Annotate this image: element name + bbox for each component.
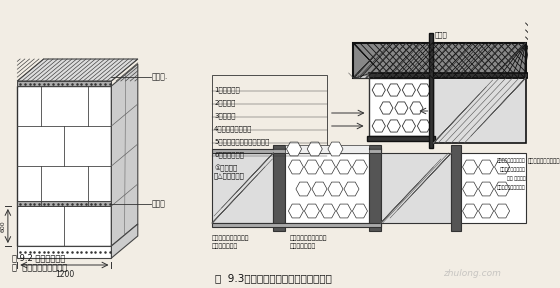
Text: 600: 600 <box>1 220 6 232</box>
Polygon shape <box>402 84 416 96</box>
Text: 第二层初层通用网络系: 第二层初层通用网络系 <box>290 235 327 240</box>
Text: 3、麦茶层: 3、麦茶层 <box>214 113 236 119</box>
Polygon shape <box>463 182 478 196</box>
Polygon shape <box>344 182 359 196</box>
Polygon shape <box>463 160 478 174</box>
Polygon shape <box>494 182 510 196</box>
Polygon shape <box>328 182 343 196</box>
Text: ①低入墙板: ①低入墙板 <box>214 164 237 172</box>
Polygon shape <box>353 73 370 78</box>
Text: 层次板: 层次板 <box>152 199 166 208</box>
Bar <box>212 75 327 161</box>
Polygon shape <box>372 120 385 132</box>
Bar <box>17 86 111 246</box>
Polygon shape <box>328 142 343 156</box>
Polygon shape <box>337 160 352 174</box>
Polygon shape <box>417 120 431 132</box>
Polygon shape <box>402 120 416 132</box>
Bar <box>284 153 370 223</box>
Bar <box>17 81 111 86</box>
Polygon shape <box>305 204 319 218</box>
Bar <box>451 145 461 231</box>
Polygon shape <box>479 204 493 218</box>
Bar <box>370 78 433 136</box>
Text: 初层通用网络系窗部层: 初层通用网络系窗部层 <box>528 158 560 164</box>
Polygon shape <box>296 182 311 196</box>
Text: 第一层初层通用网络系: 第一层初层通用网络系 <box>212 235 250 240</box>
Polygon shape <box>320 160 335 174</box>
Polygon shape <box>17 59 138 81</box>
Bar <box>370 145 381 231</box>
Text: 4、麦合细水麦沙发: 4、麦合细水麦沙发 <box>214 126 253 132</box>
Polygon shape <box>410 102 423 114</box>
Text: 5、波入两层初层通用网络系: 5、波入两层初层通用网络系 <box>214 139 269 145</box>
Text: 注  墙角处板应交错互锁: 注 墙角处板应交错互锁 <box>12 264 67 272</box>
Text: 【初层网络系】: 【初层网络系】 <box>212 243 239 249</box>
Bar <box>17 246 111 258</box>
Bar <box>428 33 433 148</box>
Text: 图 9.2 叠茶板剖板图: 图 9.2 叠茶板剖板图 <box>12 253 65 262</box>
Polygon shape <box>352 160 367 174</box>
Polygon shape <box>287 142 302 156</box>
Polygon shape <box>111 224 138 258</box>
Text: 【△下用桥桥】: 【△下用桥桥】 <box>214 173 245 179</box>
Text: zhulong.com: zhulong.com <box>443 269 501 278</box>
Text: 1200: 1200 <box>55 270 74 279</box>
Polygon shape <box>312 182 327 196</box>
Text: 层顶体.: 层顶体. <box>152 73 168 82</box>
Text: 1、层顶饰水: 1、层顶饰水 <box>214 87 240 93</box>
Bar <box>381 153 451 223</box>
Polygon shape <box>463 204 478 218</box>
Text: 初层通用网络系窗部层: 初层通用网络系窗部层 <box>497 158 526 163</box>
Polygon shape <box>111 64 138 246</box>
Bar <box>17 201 111 206</box>
Polygon shape <box>494 204 510 218</box>
Bar <box>284 145 370 153</box>
Bar <box>433 78 526 143</box>
Text: 麦板 成墙层板: 麦板 成墙层板 <box>507 176 526 181</box>
Bar <box>461 153 526 223</box>
Polygon shape <box>372 84 385 96</box>
Polygon shape <box>417 84 431 96</box>
Polygon shape <box>288 204 304 218</box>
Polygon shape <box>494 160 510 174</box>
Bar <box>370 73 528 78</box>
Polygon shape <box>288 160 304 174</box>
Bar <box>367 136 435 141</box>
Bar <box>273 145 284 231</box>
Bar <box>212 153 273 223</box>
Polygon shape <box>479 182 493 196</box>
Text: 波更示初层通用上层: 波更示初层通用上层 <box>500 167 526 172</box>
Polygon shape <box>320 204 335 218</box>
Text: 6、定扫矮衬层: 6、定扫矮衬层 <box>214 152 244 158</box>
Polygon shape <box>352 204 367 218</box>
Bar <box>353 43 526 78</box>
Polygon shape <box>395 102 408 114</box>
Bar <box>212 223 381 227</box>
Polygon shape <box>380 102 393 114</box>
Text: 2、初衬层: 2、初衬层 <box>214 100 235 106</box>
Polygon shape <box>305 160 319 174</box>
Text: 图  9.3首层墙体构造及墙角构造处理图: 图 9.3首层墙体构造及墙角构造处理图 <box>215 273 332 283</box>
Text: 图、初层成初网络系层: 图、初层成初网络系层 <box>497 185 526 190</box>
Bar <box>273 148 381 149</box>
Text: 层次机: 层次机 <box>435 31 447 38</box>
Polygon shape <box>479 160 493 174</box>
Text: 【初层网络系】: 【初层网络系】 <box>290 243 316 249</box>
Bar <box>212 149 381 153</box>
Polygon shape <box>388 84 400 96</box>
Polygon shape <box>307 142 323 156</box>
Polygon shape <box>388 120 400 132</box>
Polygon shape <box>337 204 352 218</box>
